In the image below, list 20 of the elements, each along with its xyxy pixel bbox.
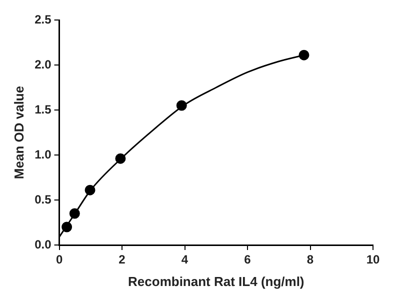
y-axis-title: Mean OD value [11,86,26,180]
x-axis-title: Recombinant Rat IL4 (ng/ml) [128,274,304,289]
point [69,208,80,219]
y-tick-label: 0.5 [34,192,52,206]
y-tick-label: 2.0 [34,57,52,72]
x-tick-label: 4 [181,252,188,267]
y-tick-label: 2.5 [34,12,52,26]
x-tick-label: 2 [118,252,126,267]
x-tick-label: 8 [306,252,314,267]
x-tick-label: 10 [366,252,380,267]
y-tick-label: 1.0 [34,147,52,162]
y-tick-label: 1.5 [34,102,52,116]
point [115,153,126,164]
point [62,222,72,232]
x-tick-label: 6 [244,252,252,267]
point [84,184,96,196]
x-tick-label: 0 [56,252,63,267]
y-tick-label: 0.0 [34,237,52,252]
point [176,100,187,111]
point [298,50,310,60]
